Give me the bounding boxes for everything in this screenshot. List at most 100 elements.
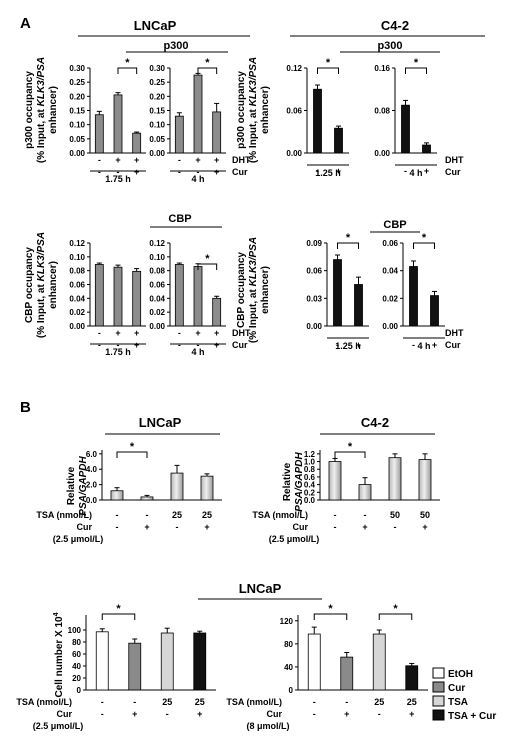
a-p300-lncap-0-group [87, 67, 146, 154]
a-p300-lncap-1-time-label: 4 h [191, 174, 204, 184]
header-b-psa-lncap: LNCaP [139, 415, 182, 430]
a-cbp-lncap-0-bar [132, 270, 142, 327]
a-cbp-lncap-1-sig-star: * [205, 253, 210, 265]
a-cbp-lncap-1-ytick-label: 0.12 [149, 239, 165, 248]
a-p300-lncap-1-ytick-label: 0.30 [149, 64, 165, 73]
a-p300-c42-1-bar [422, 144, 431, 154]
a-cbp-lncap-1-group [167, 242, 226, 327]
a-cbp-lncap-1-ytick-label: 0.02 [149, 308, 165, 317]
b-psa-lncap-sig-star: * [130, 441, 135, 453]
b-psa-c42-cur: + [422, 522, 427, 532]
a-p300-c42-0-bar [334, 127, 343, 154]
a-p300-lncap-0-bar [113, 94, 123, 154]
a-p300-lncap-0-bar [132, 132, 142, 154]
ylabel-p300-line3: enhancer) [48, 86, 59, 134]
ylabel-p300-line1: p300 occupancy [24, 71, 35, 149]
ylabel-cell-text: Cell number X 104 [53, 612, 65, 697]
legend-label-tsa-cur: TSA + Cur [448, 711, 496, 722]
a-p300-lncap-1-bar [212, 111, 222, 154]
b-psa-c42-tsa: 50 [390, 510, 400, 520]
b-psa-c42-row-cur: Cur [293, 522, 309, 532]
b-psa-lncap-tsa: - [116, 510, 119, 520]
ylabel-psa-lncap: Relative PSA/GAPDH [66, 455, 89, 515]
ylabel-cbp-line2b: KLK3/PSA [36, 232, 47, 281]
a-cbp-lncap-1-cond-0: + [195, 328, 200, 338]
a-p300-lncap-row-dht: DHT [232, 155, 251, 165]
a-cbp-lncap-0-cond-1: - [117, 340, 120, 350]
a-p300-c42-row-cur: Cur [445, 167, 461, 177]
b-cell-2-sig-star: * [328, 603, 333, 615]
ylabel-cbp-line2: (% Input, at KLK3/PSA [36, 232, 47, 338]
b-psa-lncap-cur: - [176, 522, 179, 532]
b-psa-lncap-tsa: 25 [172, 510, 182, 520]
a-cbp-c42-1-group [400, 242, 445, 327]
a-p300-c42-0-sig-star: * [326, 57, 331, 69]
b-cell-2-sig-star: * [393, 603, 398, 615]
b-cell-1-ytick-label: 20 [72, 674, 81, 683]
a-cbp-lncap-1-sig-bracket [197, 263, 218, 270]
b-psa-c42-bar [328, 461, 342, 501]
a-cbp-lncap-1-cond-0: - [178, 328, 181, 338]
a-p300-lncap-1-cond-1: + [214, 167, 219, 177]
b-psa-c42-tsa: - [334, 510, 337, 520]
a-p300-lncap-1-ytick-label: 0.10 [149, 121, 165, 130]
b-cell-1-row-cur: Cur [57, 709, 73, 719]
b-cell-2-ytick-label: 40 [284, 663, 293, 672]
ylabel-cbp-line3: enhancer) [48, 261, 59, 309]
b-cell-1-tsa: 25 [162, 697, 172, 707]
b-cell-1-ytick-label: 80 [72, 638, 81, 647]
a-cbp-c42-1-ytick-label: 0.06 [382, 239, 398, 248]
ylabel-cbp-c42-line2a: (% Input, at [248, 286, 259, 343]
a-cbp-lncap-row-cur: Cur [232, 340, 248, 350]
header-a-lncap: LNCaP [134, 18, 177, 33]
a-p300-lncap-1-sig-star: * [205, 57, 210, 69]
a-p300-lncap-0-time-label: 1.75 h [105, 174, 131, 184]
b-cell-1-ytick-label: 0 [77, 686, 82, 695]
b-psa-c42-sig-star: * [348, 441, 353, 453]
a-cbp-lncap-1-cond-0: + [214, 328, 219, 338]
a-cbp-lncap-1-ytick-label: 0.08 [149, 267, 165, 276]
a-p300-c42-0-cond-0: + [336, 166, 341, 176]
ylabel-psa-lncap-line1: Relative [66, 466, 77, 505]
a-cbp-c42-1-ytick-label: 0.02 [382, 294, 398, 303]
a-cbp-c42-1-sig-bracket [413, 242, 435, 249]
legend-swatch-etoh [432, 667, 445, 679]
b-cell-2-ytick-label: 80 [284, 640, 293, 649]
ylabel-p300-c42-line2b: KLK3/PSA [248, 57, 259, 106]
a-p300-c42-1-ytick-label: 0.08 [374, 107, 390, 116]
a-p300-c42-1-bar [401, 104, 410, 154]
ylabel-cbp-c42-line3: enhancer) [260, 266, 271, 314]
a-cbp-lncap-1-bar [193, 266, 203, 327]
b-cell-2-bar [372, 633, 386, 691]
a-cbp-c42-1-cond-0: + [432, 340, 437, 350]
a-cbp-lncap-0-ytick-label: 0.06 [69, 281, 85, 290]
b-psa-c42-ytick-label: 0.0 [304, 496, 316, 505]
b-cell-2-cur: + [409, 709, 414, 719]
b-psa-c42-ytick-label: 0.2 [304, 488, 316, 497]
a-p300-c42-0-group [304, 67, 349, 154]
b-psa-lncap-cur: + [144, 522, 149, 532]
b-psa-c42-ytick-label: 0.8 [304, 465, 316, 474]
a-p300-lncap-0-ytick-label: 0.00 [69, 149, 85, 158]
sub-p300-c42: p300 [377, 40, 402, 52]
a-cbp-c42-1-cond-0: - [412, 340, 415, 350]
b-psa-c42-ytick-label: 1.2 [304, 450, 316, 459]
b-cell-2-cur: + [344, 709, 349, 719]
a-p300-c42-row-dht: DHT [445, 155, 464, 165]
a-p300-c42-1-cond-0: - [404, 166, 407, 176]
a-cbp-lncap-1-cond-1: - [197, 340, 200, 350]
b-psa-c42-group [317, 450, 440, 501]
b-cell-2-bar [307, 633, 321, 691]
a-p300-lncap-0-cond-1: + [134, 167, 139, 177]
legend-label-tsa: TSA [448, 697, 468, 708]
b-psa-lncap-tsa: 25 [202, 510, 212, 520]
b-cell-1-sig-star: * [116, 603, 121, 615]
ylabel-psa-c42-line1: Relative [282, 462, 293, 501]
a-cbp-c42-1-bar [409, 266, 418, 327]
ylabel-p300-c42-line1: p300 occupancy [236, 71, 247, 149]
b-cell-1-cur: + [132, 709, 137, 719]
a-cbp-c42-1-ytick-label: 0.00 [382, 322, 398, 331]
a-cbp-c42-row-cur: Cur [445, 340, 461, 350]
a-cbp-lncap-0-ytick-label: 0.02 [69, 308, 85, 317]
b-psa-lncap-ytick-label: 4.0 [86, 465, 98, 474]
